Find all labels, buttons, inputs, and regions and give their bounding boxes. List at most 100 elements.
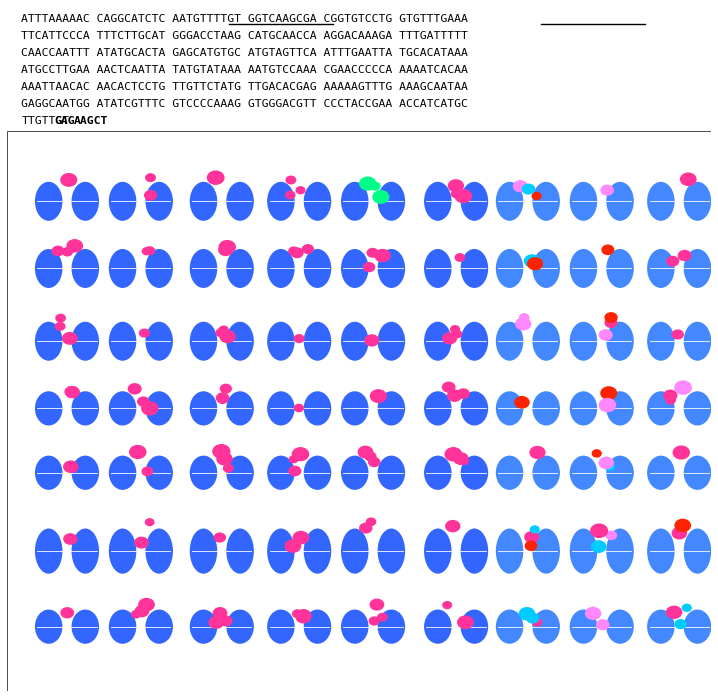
Ellipse shape	[226, 609, 254, 644]
Ellipse shape	[378, 456, 405, 490]
Ellipse shape	[496, 456, 523, 490]
Ellipse shape	[606, 181, 634, 221]
Ellipse shape	[569, 392, 597, 426]
Ellipse shape	[461, 249, 488, 288]
Circle shape	[209, 617, 223, 628]
Circle shape	[219, 244, 233, 255]
Circle shape	[527, 614, 538, 623]
Ellipse shape	[461, 392, 488, 426]
Circle shape	[449, 180, 463, 192]
Text: TTGTTGT: TTGTTGT	[22, 116, 70, 126]
Ellipse shape	[226, 322, 254, 361]
Circle shape	[289, 247, 299, 255]
Circle shape	[293, 610, 302, 618]
Ellipse shape	[226, 249, 254, 288]
Circle shape	[605, 313, 617, 322]
Text: L2166: L2166	[438, 168, 470, 178]
Circle shape	[146, 519, 154, 526]
Circle shape	[52, 246, 64, 255]
Circle shape	[600, 457, 613, 468]
Circle shape	[294, 404, 304, 412]
Circle shape	[606, 531, 617, 540]
Ellipse shape	[304, 322, 331, 361]
Circle shape	[302, 245, 313, 253]
Circle shape	[139, 329, 149, 337]
Circle shape	[216, 329, 226, 336]
Circle shape	[358, 446, 373, 458]
Ellipse shape	[72, 249, 99, 288]
Circle shape	[213, 608, 227, 618]
Text: B: B	[155, 145, 169, 163]
Circle shape	[296, 610, 311, 622]
Ellipse shape	[146, 528, 173, 574]
Ellipse shape	[496, 322, 523, 361]
Circle shape	[289, 456, 298, 463]
Circle shape	[135, 606, 149, 616]
Text: A: A	[387, 145, 401, 163]
Circle shape	[135, 537, 148, 548]
Ellipse shape	[109, 528, 136, 574]
Ellipse shape	[341, 609, 368, 644]
Ellipse shape	[35, 609, 62, 644]
Circle shape	[458, 616, 473, 628]
Ellipse shape	[109, 392, 136, 426]
Circle shape	[586, 607, 600, 619]
Ellipse shape	[226, 456, 254, 490]
Circle shape	[602, 245, 614, 255]
Circle shape	[455, 254, 465, 261]
Circle shape	[146, 174, 155, 181]
Circle shape	[447, 390, 462, 401]
Ellipse shape	[569, 609, 597, 644]
Circle shape	[666, 607, 681, 618]
Ellipse shape	[424, 392, 452, 426]
Circle shape	[217, 453, 232, 465]
Circle shape	[516, 318, 531, 329]
Circle shape	[219, 241, 236, 253]
Ellipse shape	[496, 181, 523, 221]
Ellipse shape	[606, 249, 634, 288]
Text: Eryth.: Eryth.	[122, 168, 153, 178]
Text: D: D	[601, 145, 616, 163]
Circle shape	[129, 384, 141, 394]
Circle shape	[679, 251, 691, 260]
Ellipse shape	[647, 322, 675, 361]
Circle shape	[457, 389, 469, 399]
Text: 4: 4	[24, 403, 34, 419]
Circle shape	[666, 396, 675, 404]
Circle shape	[672, 528, 686, 539]
Ellipse shape	[146, 181, 173, 221]
Ellipse shape	[226, 528, 254, 574]
Ellipse shape	[424, 322, 452, 361]
Circle shape	[370, 182, 380, 190]
Ellipse shape	[226, 181, 254, 221]
Circle shape	[675, 519, 691, 532]
Ellipse shape	[267, 609, 294, 644]
Circle shape	[530, 447, 545, 459]
Circle shape	[443, 602, 452, 609]
Circle shape	[360, 524, 372, 533]
Circle shape	[56, 314, 65, 322]
Ellipse shape	[304, 392, 331, 426]
Ellipse shape	[35, 392, 62, 426]
Circle shape	[520, 314, 529, 321]
Circle shape	[293, 531, 309, 544]
Circle shape	[286, 177, 296, 184]
Ellipse shape	[190, 322, 218, 361]
Text: 2: 2	[24, 267, 34, 281]
Circle shape	[672, 330, 684, 339]
Ellipse shape	[190, 609, 218, 644]
Ellipse shape	[190, 456, 218, 490]
Text: L2166: L2166	[202, 168, 234, 178]
Circle shape	[363, 262, 375, 272]
Text: AAATTAACAC AACACTCCTG TTGTTCTATG TTGACACGAG AAAAAGTTTG AAAGCAATAA: AAATTAACAC AACACTCCTG TTGTTCTATG TTGACAC…	[22, 82, 468, 92]
Text: AAGCT: AAGCT	[74, 116, 108, 126]
Circle shape	[220, 331, 235, 343]
Circle shape	[600, 330, 612, 340]
Circle shape	[515, 396, 529, 408]
Ellipse shape	[461, 456, 488, 490]
Circle shape	[370, 600, 383, 610]
Ellipse shape	[647, 392, 675, 426]
Circle shape	[61, 174, 77, 186]
Text: (b): (b)	[14, 140, 34, 154]
Ellipse shape	[424, 249, 452, 288]
